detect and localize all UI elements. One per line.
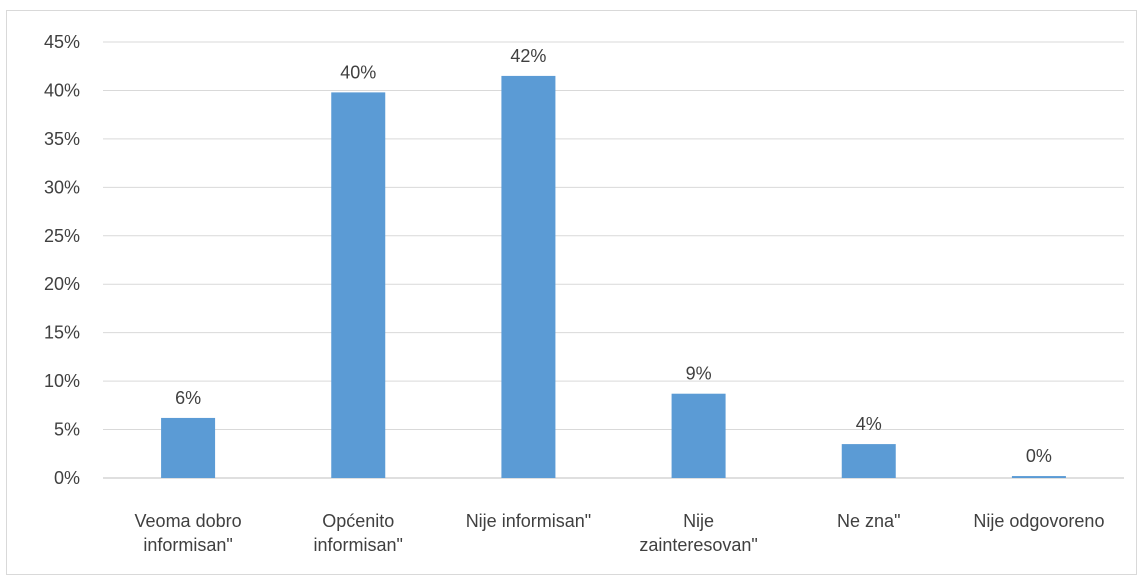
x-category-label-line: informisan"	[143, 535, 232, 555]
x-category-label: Nije odgovoreno	[973, 511, 1104, 531]
data-label: 40%	[340, 62, 376, 82]
bar	[161, 417, 216, 478]
gridlines	[103, 41, 1124, 479]
x-category-label-line: Nije odgovoreno	[973, 511, 1104, 531]
bar	[1011, 476, 1066, 478]
y-tick-label: 30%	[44, 177, 80, 197]
y-axis-ticks: 0% 5% 10% 15% 20% 25% 30% 35% 40% 45%	[44, 32, 80, 488]
x-category-label-line: Općenito	[322, 511, 394, 531]
x-category-label: Općenito informisan"	[314, 511, 403, 555]
bars	[161, 75, 1066, 479]
x-category-label: Veoma dobro informisan"	[135, 511, 242, 555]
y-tick-label: 45%	[44, 32, 80, 52]
x-category-label: Ne zna"	[837, 511, 900, 531]
data-label: 0%	[1026, 446, 1052, 466]
y-tick-label: 20%	[44, 274, 80, 294]
bar	[671, 393, 726, 478]
bar	[501, 75, 556, 479]
y-tick-label: 25%	[44, 226, 80, 246]
data-labels: 6% 40% 42% 9% 4% 0%	[175, 46, 1052, 466]
y-tick-label: 10%	[44, 371, 80, 391]
data-label: 9%	[686, 364, 712, 384]
bar	[331, 92, 386, 478]
x-category-label-line: Nije informisan"	[466, 511, 591, 531]
data-label: 42%	[510, 46, 546, 66]
data-label: 6%	[175, 388, 201, 408]
y-tick-label: 5%	[54, 420, 80, 440]
y-tick-label: 35%	[44, 129, 80, 149]
bar	[841, 444, 896, 478]
y-tick-label: 0%	[54, 468, 80, 488]
x-category-label: Nije zainteresovan"	[639, 511, 757, 555]
y-tick-label: 15%	[44, 323, 80, 343]
x-category-label-line: Veoma dobro	[135, 511, 242, 531]
data-label: 4%	[856, 414, 882, 434]
y-tick-label: 40%	[44, 80, 80, 100]
x-category-label-line: Ne zna"	[837, 511, 900, 531]
x-category-label-line: zainteresovan"	[639, 535, 757, 555]
chart-frame	[6, 10, 1137, 575]
x-category-label: Nije informisan"	[466, 511, 591, 531]
x-category-label-line: informisan"	[314, 535, 403, 555]
category-labels: Veoma dobro informisan" Općenito informisan…	[135, 511, 1105, 555]
x-category-label-line: Nije	[683, 511, 714, 531]
